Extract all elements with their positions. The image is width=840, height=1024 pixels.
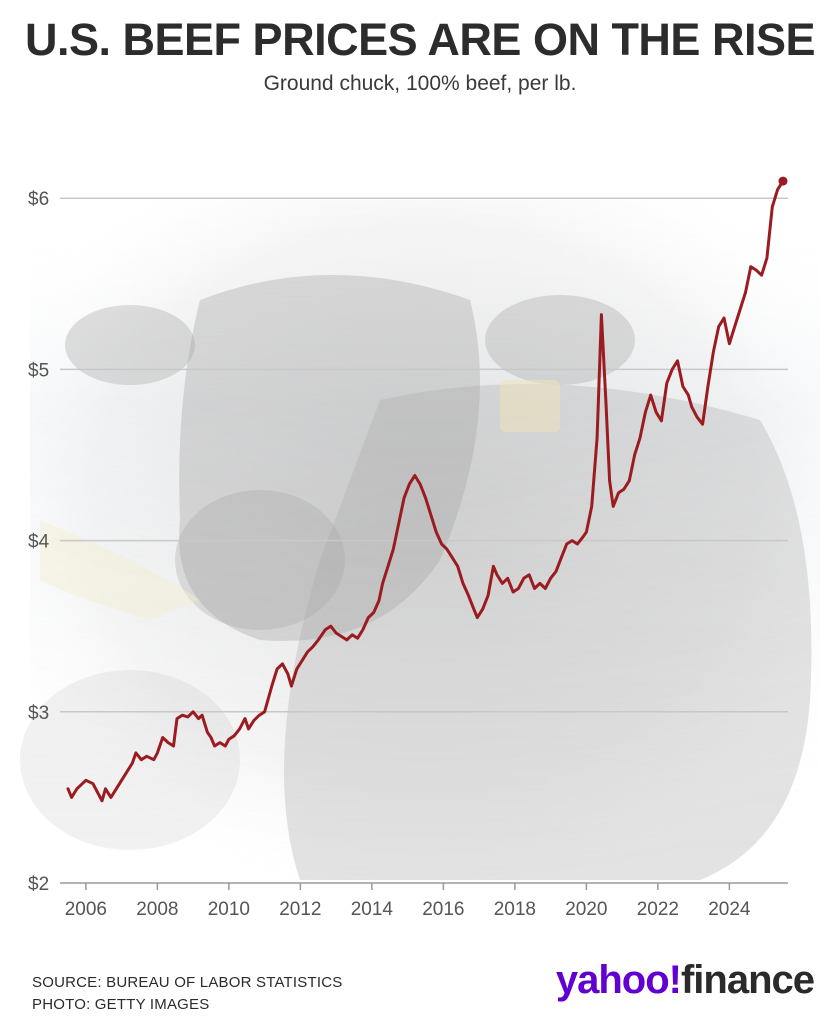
logo-brand: yahoo! bbox=[555, 958, 682, 1002]
gridlines bbox=[60, 197, 788, 713]
x-tick-label: 2022 bbox=[637, 899, 679, 920]
x-tick-label: 2020 bbox=[565, 899, 607, 920]
x-tick-label: 2006 bbox=[65, 899, 107, 920]
x-tick-label: 2024 bbox=[708, 899, 751, 920]
y-tick-label: $4 bbox=[28, 532, 50, 553]
photo-credit: PHOTO: GETTY IMAGES bbox=[32, 996, 210, 1013]
x-tick-label: 2008 bbox=[136, 899, 178, 920]
y-tick-label: $5 bbox=[28, 360, 49, 381]
y-tick-label: $2 bbox=[28, 874, 49, 895]
y-tick-labels: $2 $3 $4 $5 $6 bbox=[28, 189, 50, 895]
source-note: SOURCE: BUREAU OF LABOR STATISTICS bbox=[32, 974, 343, 991]
y-tick-label: $3 bbox=[28, 703, 49, 724]
yahoo-finance-logo: yahoo!finance bbox=[555, 958, 815, 1003]
price-line bbox=[66, 179, 785, 803]
x-tick-label: 2018 bbox=[494, 899, 536, 920]
logo-product: finance bbox=[680, 958, 815, 1002]
x-tick-label: 2012 bbox=[279, 899, 321, 920]
chart-subtitle: Ground chuck, 100% beef, per lb. bbox=[263, 72, 577, 95]
x-axis bbox=[60, 882, 788, 890]
chart-title: U.S. BEEF PRICES ARE ON THE RISE bbox=[25, 14, 815, 65]
x-tick-label: 2010 bbox=[208, 899, 250, 920]
x-tick-label: 2016 bbox=[422, 899, 464, 920]
y-tick-label: $6 bbox=[28, 189, 49, 210]
latest-point-marker bbox=[778, 176, 788, 186]
x-tick-labels: 2006 2008 2010 2012 2014 2016 2018 2020 2022 2024 bbox=[65, 899, 751, 920]
series-group bbox=[66, 176, 788, 803]
x-tick-label: 2014 bbox=[351, 899, 394, 920]
